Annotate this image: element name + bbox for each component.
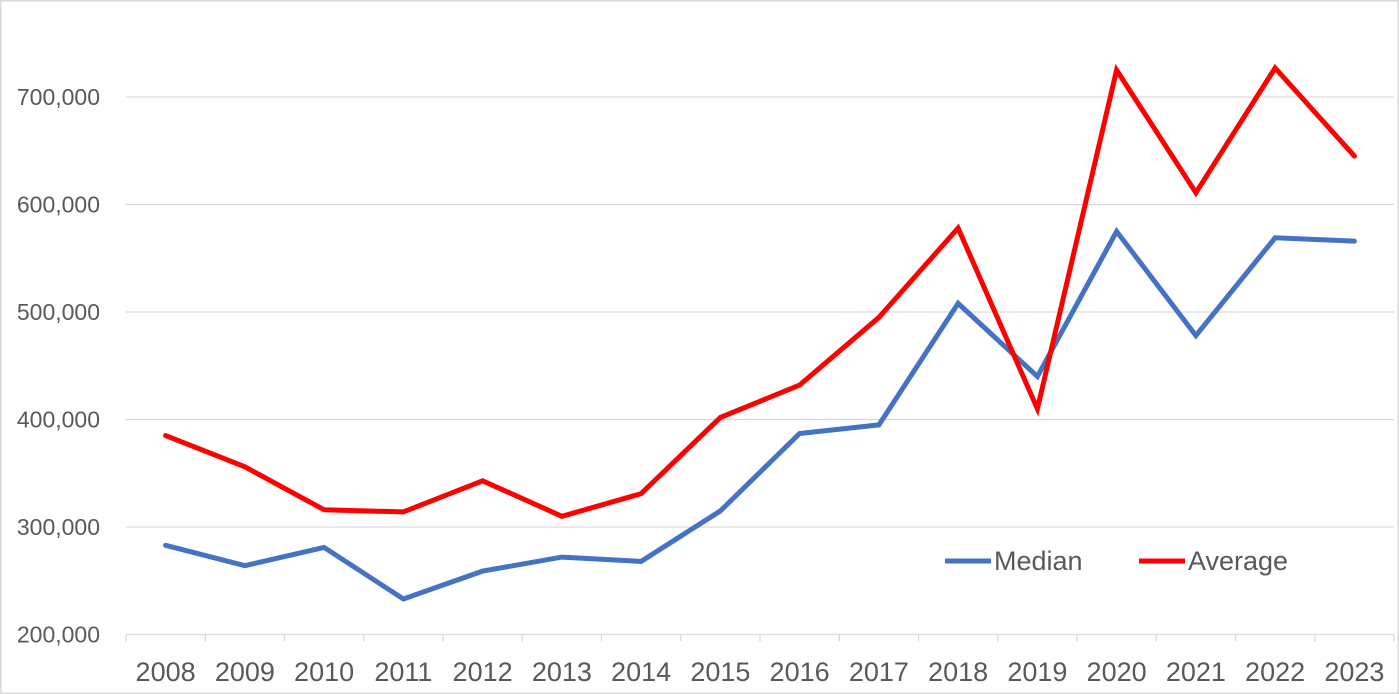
x-axis-label: 2014 (611, 657, 671, 687)
average-line (163, 63, 1357, 519)
x-axis-label: 2021 (1166, 657, 1226, 687)
x-axis-label: 2009 (215, 657, 275, 687)
legend-label: Median (994, 546, 1083, 576)
x-axis-label: 2016 (770, 657, 830, 687)
x-axis-label: 2013 (532, 657, 592, 687)
x-axis-label: 2011 (374, 657, 432, 687)
y-axis-label: 700,000 (17, 84, 100, 110)
legend-item-average[interactable]: Average (1139, 546, 1288, 576)
y-axis-label: 500,000 (17, 299, 100, 325)
x-axis-label: 2023 (1324, 657, 1384, 687)
x-axis-label: 2015 (690, 657, 750, 687)
x-axis-label: 2012 (453, 657, 513, 687)
x-axis-label: 2018 (928, 657, 988, 687)
x-axis-label: 2022 (1245, 657, 1305, 687)
legend-label: Average (1188, 546, 1288, 576)
x-axis-label: 2008 (136, 657, 196, 687)
x-axis-label: 2010 (294, 657, 354, 687)
x-axis-label: 2017 (849, 657, 909, 687)
median-line (163, 226, 1357, 602)
x-axis-label: 2020 (1087, 657, 1147, 687)
y-axis-label: 600,000 (17, 192, 100, 218)
y-axis-label: 400,000 (17, 407, 100, 433)
x-axis-label: 2019 (1007, 657, 1067, 687)
legend-item-median[interactable]: Median (945, 546, 1083, 576)
y-axis-label: 200,000 (17, 622, 100, 648)
y-axis-label: 300,000 (17, 514, 100, 540)
